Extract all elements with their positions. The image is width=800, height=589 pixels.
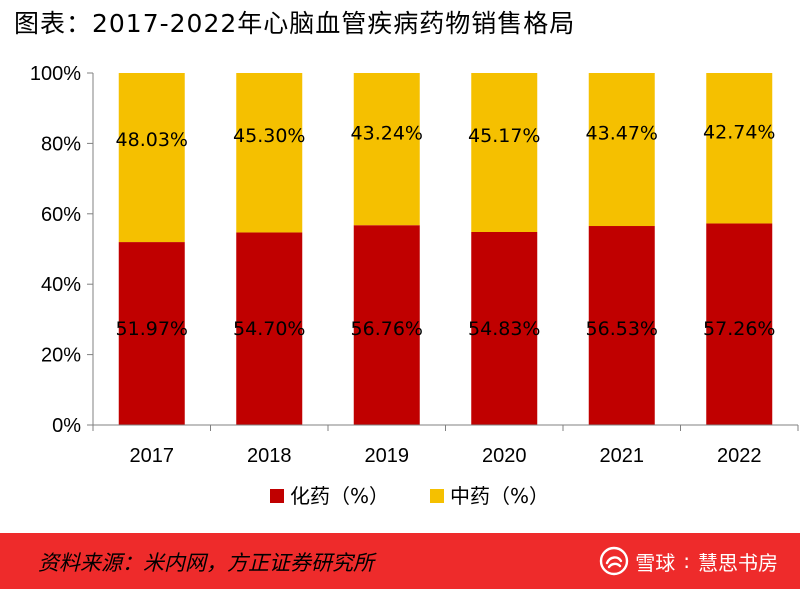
bar-segment — [118, 242, 185, 425]
watermark-brand: 雪球 — [635, 550, 676, 575]
footer-bar: 资料来源：米内网，方正证券研究所 雪球 : 慧思书房 — [0, 533, 800, 589]
bar-segment — [353, 73, 420, 226]
x-axis: 2017 2018 2019 2020 2021 2022 — [92, 424, 799, 467]
x-tick-label: 2017 — [130, 445, 175, 467]
legend-swatch — [270, 489, 284, 503]
data-label: 42.74% — [703, 122, 775, 144]
source-note: 资料来源：米内网，方正证券研究所 — [38, 551, 374, 575]
x-tick-label: 2019 — [365, 445, 410, 467]
bar-segment — [353, 225, 420, 425]
bar-segment — [471, 73, 538, 232]
data-label: 54.70% — [233, 318, 305, 340]
y-tick-label: 0% — [52, 415, 81, 437]
chart-title: 图表：2017-2022年心脑血管疾病药物销售格局 — [14, 9, 576, 38]
data-label: 43.24% — [351, 122, 423, 144]
bar-segment — [588, 226, 655, 425]
legend-label: 化药（%） — [290, 484, 389, 508]
watermark-separator: : — [683, 549, 690, 573]
y-tick-label: 60% — [41, 204, 81, 226]
data-label: 45.17% — [468, 125, 540, 147]
x-tick-label: 2020 — [482, 445, 527, 467]
data-label: 48.03% — [116, 129, 188, 151]
data-label: 56.53% — [586, 318, 658, 340]
y-tick-label: 20% — [41, 345, 81, 367]
bar-segment — [118, 73, 185, 243]
y-axis: 0% 20% 40% 60% 80% 100% — [30, 63, 94, 437]
bar-segment — [588, 73, 655, 227]
stacked-bar-chart: 0% 20% 40% 60% 80% 100% 51.97% 48.03% 54.70% 45.… — [30, 63, 799, 508]
legend-swatch — [430, 489, 444, 503]
bars: 51.97% 48.03% 54.70% 45.30% 56.76% 43.24% 54.8… — [116, 73, 775, 425]
y-tick-label: 100% — [30, 63, 81, 85]
data-label: 57.26% — [703, 318, 775, 340]
snowball-logo-icon — [600, 546, 629, 576]
x-tick-label: 2022 — [717, 445, 762, 467]
bar-segment — [236, 232, 303, 425]
data-label: 43.47% — [586, 123, 658, 145]
legend: 化药（%） 中药（%） — [270, 484, 549, 508]
watermark-author: 慧思书房 — [698, 550, 778, 575]
bar-segment — [706, 73, 773, 224]
data-label: 51.97% — [116, 318, 188, 340]
legend-label: 中药（%） — [450, 484, 549, 508]
data-label: 56.76% — [351, 318, 423, 340]
x-tick-label: 2021 — [600, 445, 645, 467]
x-tick-label: 2018 — [247, 445, 292, 467]
bar-segment — [471, 231, 538, 425]
data-label: 45.30% — [233, 125, 305, 147]
bar-segment — [236, 73, 303, 233]
y-tick-label: 80% — [41, 133, 81, 155]
y-tick-label: 40% — [41, 274, 81, 296]
bar-segment — [706, 223, 773, 425]
watermark: 雪球 : 慧思书房 — [599, 545, 778, 577]
data-label: 54.83% — [468, 318, 540, 340]
